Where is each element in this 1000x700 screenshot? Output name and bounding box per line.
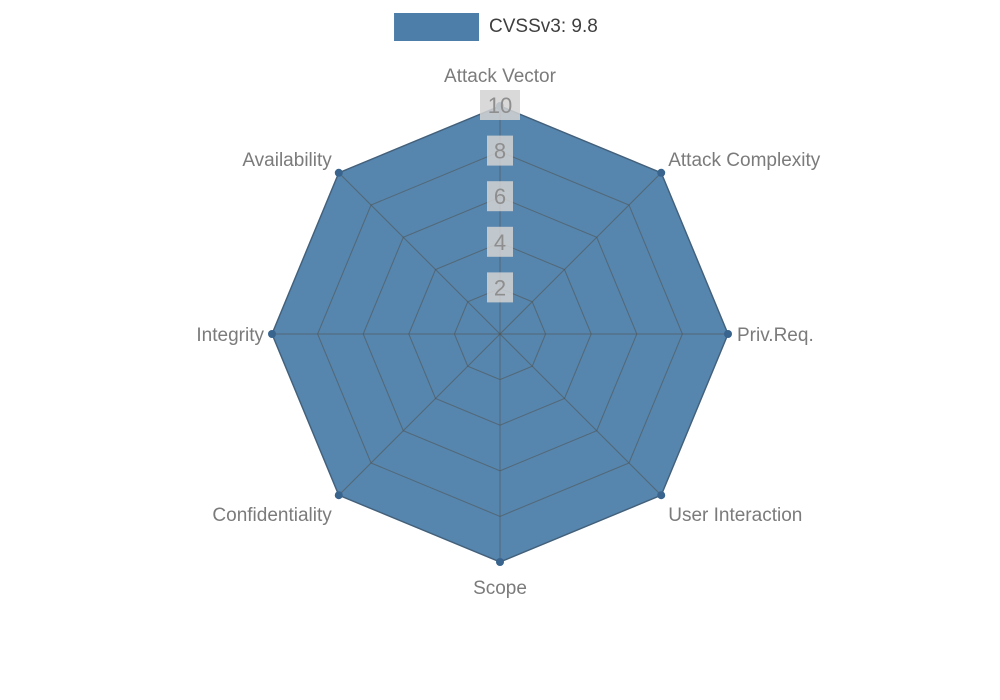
legend-label: CVSSv3: 9.8	[489, 16, 598, 37]
radar-axis-line	[499, 333, 662, 496]
tick-label: 6	[494, 184, 506, 209]
tick-label-backdrop	[487, 135, 513, 166]
axis-label: Confidentiality	[212, 505, 332, 526]
axis-label: Priv.Req.	[737, 325, 814, 346]
axis-label: User Interaction	[668, 505, 802, 526]
radar-vertex-dot	[657, 491, 666, 500]
legend[interactable]: CVSSv3: 9.8	[394, 13, 598, 41]
tick-label: 4	[494, 230, 506, 255]
radar-vertex-dot	[724, 330, 732, 338]
tick-label: 8	[494, 139, 506, 164]
radar-axis-line	[338, 172, 501, 335]
radar-vertex-dot	[334, 168, 343, 177]
radar-vertex-dot	[268, 330, 276, 338]
axis-label: Integrity	[196, 325, 264, 346]
tick-label-backdrop	[487, 181, 513, 212]
radar-vertex-dot	[657, 168, 666, 177]
radar-axis-line	[338, 333, 501, 496]
radar-vertex-dot	[334, 491, 343, 500]
tick-label: 2	[494, 275, 506, 300]
tick-label: 10	[488, 93, 512, 118]
radar-axis-line	[499, 172, 662, 335]
radar-vertex-dot	[496, 558, 504, 566]
tick-label-backdrop	[487, 226, 513, 257]
axis-label: Attack Complexity	[668, 150, 821, 171]
axis-label: Availability	[242, 150, 332, 171]
axis-label: Attack Vector	[444, 66, 557, 87]
legend-swatch	[394, 13, 480, 41]
tick-label-backdrop	[480, 90, 520, 120]
axis-label: Scope	[473, 578, 527, 599]
tick-label-backdrop	[487, 272, 513, 303]
